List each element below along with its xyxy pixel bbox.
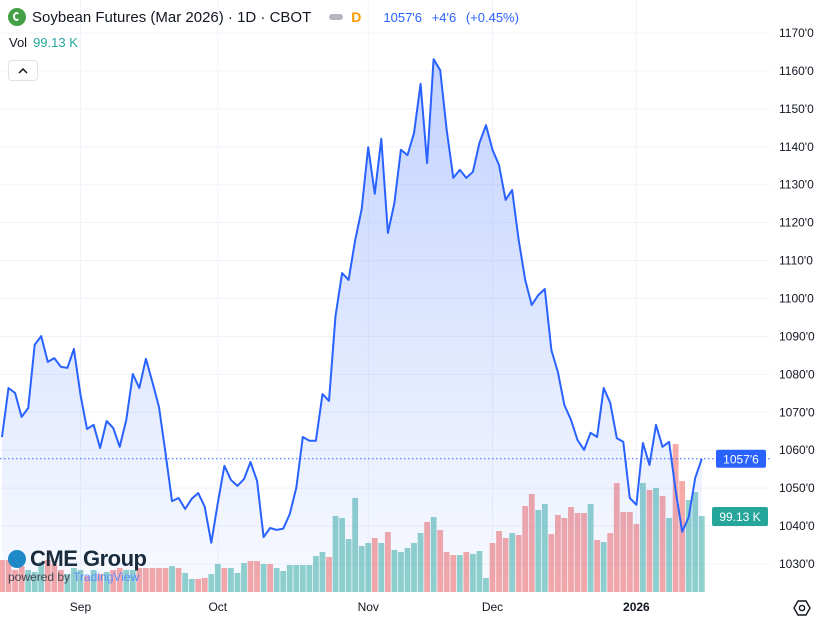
globe-icon — [8, 550, 26, 568]
quote: 1057'6 +4'6 (+0.45%) — [383, 10, 525, 25]
price-change-percent: (+0.45%) — [466, 10, 519, 25]
volume-legend: Vol 99.13 K — [9, 35, 78, 50]
x-tick-label: Oct — [208, 600, 227, 614]
y-tick-label: 1050'0 — [779, 481, 815, 495]
y-tick-label: 1030'0 — [779, 557, 815, 571]
powered-by-text: powered by — [8, 570, 70, 584]
price-area — [2, 59, 702, 592]
y-tick-label: 1080'0 — [779, 367, 815, 381]
y-tick-label: 1090'0 — [779, 329, 815, 343]
price-change: +4'6 — [432, 10, 457, 25]
volume-label: Vol — [9, 35, 27, 50]
y-tick-label: 1100'0 — [779, 292, 814, 306]
cme-logo-text: CME Group — [30, 546, 147, 572]
settings-button[interactable] — [793, 599, 811, 622]
x-tick-label: Dec — [482, 600, 503, 614]
price-axis[interactable]: 1170'0 1160'0 1150'0 1140'0 1130'0 1120'0 1110… — [779, 26, 815, 571]
y-tick-label: 1060'0 — [779, 443, 815, 457]
price-area-fill — [2, 59, 702, 592]
y-tick-label: 1070'0 — [779, 405, 815, 419]
x-tick-label: Sep — [70, 600, 92, 614]
y-tick-label: 1110'0 — [779, 254, 813, 268]
x-tick-label: Nov — [358, 600, 379, 614]
y-tick-label: 1160'0 — [779, 64, 814, 78]
y-tick-label: 1040'0 — [779, 519, 815, 533]
symbol-title[interactable]: Soybean Futures (Mar 2026) · 1D · CBOT — [32, 9, 311, 26]
symbol-header: Soybean Futures (Mar 2026) · 1D · CBOT D… — [8, 7, 525, 27]
tradingview-link[interactable]: TradingView — [73, 570, 139, 584]
last-volume-label: 99.13 K — [719, 510, 760, 524]
soybean-logo-icon — [8, 8, 26, 26]
volume-value: 99.13 K — [33, 35, 78, 50]
market-status-icon — [329, 14, 343, 20]
cme-group-branding: CME Group powered by TradingView — [8, 546, 147, 584]
settings-icon — [793, 599, 811, 617]
collapse-legend-button[interactable] — [8, 60, 38, 81]
chevron-up-icon — [18, 68, 28, 74]
last-price-label: 1057'6 — [723, 452, 759, 466]
y-tick-label: 1150'0 — [779, 102, 814, 116]
y-tick-label: 1130'0 — [779, 178, 814, 192]
time-axis[interactable]: Sep Oct Nov Dec 2026 — [70, 600, 650, 614]
x-tick-label: 2026 — [623, 600, 650, 614]
y-tick-label: 1170'0 — [779, 26, 814, 40]
interval-flag: D — [351, 9, 361, 25]
last-price: 1057'6 — [383, 10, 422, 25]
y-tick-label: 1120'0 — [779, 216, 814, 230]
y-tick-label: 1140'0 — [779, 140, 814, 154]
